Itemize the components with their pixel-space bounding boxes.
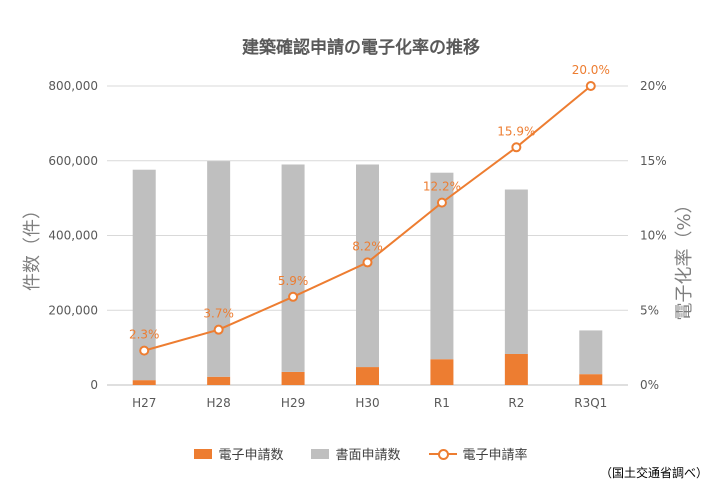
legend-item-electronic-rate: 電子申請率 [428, 444, 528, 463]
chart-title: 建築確認申請の電子化率の推移 [242, 37, 480, 58]
rate-data-label: 15.9% [497, 124, 535, 138]
legend-swatch-line [428, 448, 457, 460]
x-tick-label: H30 [355, 396, 379, 410]
rate-marker [139, 345, 150, 356]
rate-data-label: 20.0% [572, 63, 610, 77]
bar-paper [207, 161, 231, 377]
bar-series [132, 161, 603, 385]
x-tick-label: H27 [132, 396, 156, 410]
rate-data-label: 3.7% [203, 307, 234, 321]
bar-electronic [430, 359, 454, 385]
line-series: 2.3% 3.7% 5.9% 8.2% 12.2% 15.9% 20.0% [129, 63, 610, 356]
legend-label: 電子申請数 [218, 448, 284, 463]
bar-paper [430, 172, 454, 360]
bar-electronic [132, 380, 156, 385]
y-tick-label: 600,000 [48, 154, 98, 168]
y-tick-label: 0 [90, 378, 98, 392]
legend-item-paper-count: 書面申請数 [311, 444, 401, 463]
rate-data-label: 12.2% [423, 180, 461, 194]
rate-marker [436, 197, 447, 208]
bar-paper [132, 169, 156, 381]
y-axis-left: 0 200,000 400,000 600,000 800,000 [48, 79, 98, 392]
rate-data-label: 2.3% [129, 328, 160, 342]
rate-marker [213, 324, 224, 335]
y-tick-label: 800,000 [48, 79, 98, 93]
legend-label: 書面申請数 [335, 448, 401, 463]
y2-tick-label: 10% [640, 229, 667, 243]
rate-marker [288, 291, 299, 302]
y-tick-label: 400,000 [48, 229, 98, 243]
source-note: （国土交通省調べ） [599, 466, 708, 480]
y2-tick-label: 0% [640, 378, 659, 392]
x-tick-label: R2 [508, 396, 524, 410]
bar-electronic [579, 374, 603, 385]
x-tick-label: R1 [434, 396, 450, 410]
x-tick-label: H29 [281, 396, 305, 410]
legend-swatch-gray [311, 448, 330, 459]
y2-tick-label: 15% [640, 154, 667, 168]
bar-paper [504, 189, 528, 354]
bar-electronic [504, 353, 528, 385]
legend-swatch-orange [194, 448, 213, 459]
legend: 電子申請数 書面申請数 電子申請率 [0, 444, 722, 463]
rate-marker [362, 257, 373, 268]
bar-paper [579, 330, 603, 375]
y2-axis-title: 電子化率（%） [674, 195, 695, 320]
y2-tick-label: 5% [640, 303, 659, 317]
x-axis: H27 H28 H29 H30 R1 R2 R3Q1 [132, 396, 607, 410]
y-axis-right: 0% 5% 10% 15% 20% [640, 79, 667, 392]
y2-tick-label: 20% [640, 79, 667, 93]
rate-data-label: 8.2% [352, 239, 383, 253]
legend-label: 電子申請率 [462, 448, 528, 463]
rate-marker [511, 142, 522, 153]
legend-item-electronic-count: 電子申請数 [194, 444, 283, 463]
x-tick-label: R3Q1 [574, 396, 607, 410]
y-tick-label: 200,000 [48, 303, 98, 317]
x-tick-label: H28 [206, 396, 230, 410]
bar-electronic [356, 367, 379, 385]
bar-electronic [207, 376, 231, 385]
bar-electronic [281, 371, 305, 385]
rate-data-label: 5.9% [278, 274, 309, 288]
y-axis-title: 件数（件） [22, 201, 43, 291]
rate-marker [585, 81, 596, 91]
bar-paper [281, 164, 305, 372]
